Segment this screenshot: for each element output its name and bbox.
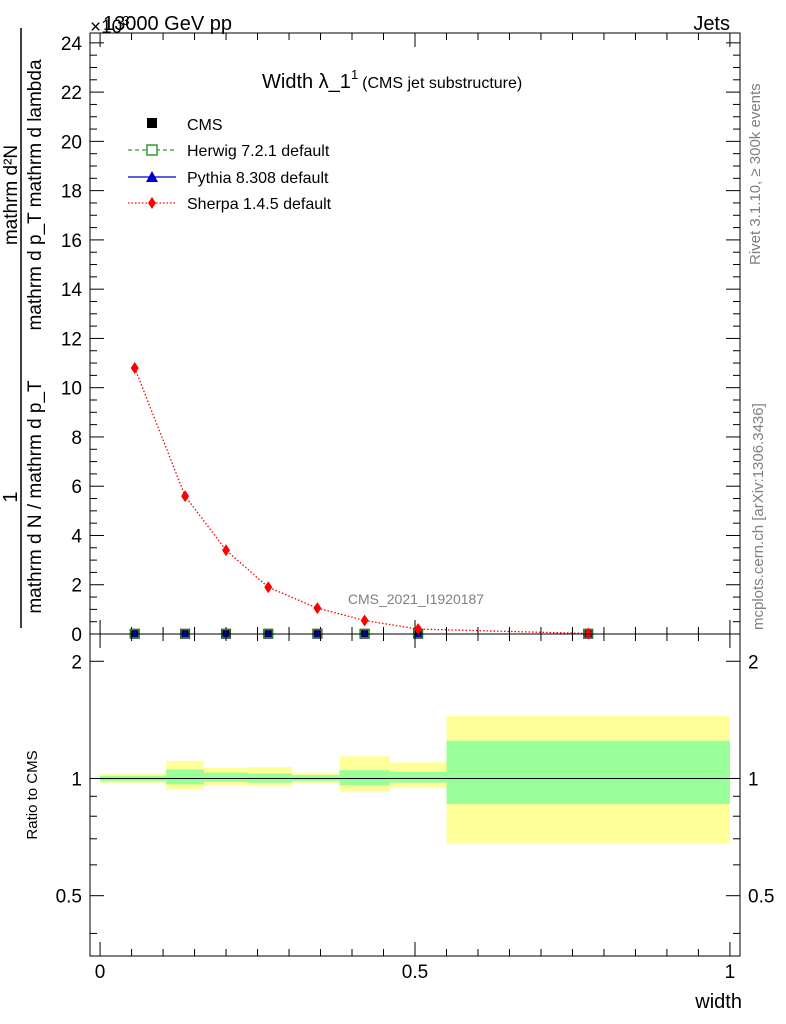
legend-herwig-marker — [146, 144, 158, 156]
main-ytick-label: 6 — [71, 477, 82, 498]
ratio-y-ticks: 0.5 0.5 1 1 2 2 — [56, 652, 774, 934]
ratio-ytick-label-right: 0.5 — [748, 887, 774, 908]
main-ytick-label: 16 — [61, 231, 82, 252]
main-x-ticks — [99, 33, 731, 634]
exponent-base: ×10 — [90, 17, 122, 38]
sherpa-line — [134, 367, 589, 635]
legend-herwig-label: Herwig 7.2.1 default — [187, 143, 330, 160]
category-label: Jets — [693, 13, 730, 35]
main-ytick-label: 22 — [61, 83, 82, 104]
plot-title: Width λ_11 (CMS jet substructure) — [262, 67, 522, 93]
main-ytick-label: 10 — [61, 379, 82, 400]
ylabel-num: 1 — [0, 491, 22, 502]
ylabel-den2: mathrm d p_T mathrm d lambda — [25, 59, 46, 330]
ratio-inner-band — [166, 769, 205, 785]
ratio-inner-band — [339, 770, 390, 786]
ratio-xtick-label: 1 — [725, 962, 736, 983]
exponent-power: 3 — [122, 13, 129, 28]
main-ytick-label: 18 — [61, 182, 82, 203]
main-ytick-label: 4 — [71, 526, 82, 547]
title-text: Width λ_1 — [262, 71, 351, 93]
legend-cms-marker — [147, 118, 157, 128]
ratio-frame — [89, 633, 741, 957]
rivet-label: Rivet 3.1.10, ≥ 300k events — [747, 83, 764, 265]
main-ytick-label: 0 — [71, 625, 82, 646]
legend-pythia-label: Pythia 8.308 default — [187, 170, 329, 187]
main-ytick-label: 14 — [61, 280, 83, 301]
ratio-xtick-label: 0 — [95, 962, 106, 983]
main-ytick-label: 24 — [61, 34, 83, 55]
title-note: (CMS jet substructure) — [362, 75, 522, 92]
ratio-inner-band — [446, 740, 730, 804]
ratio-bands — [100, 715, 730, 844]
main-ytick-label: 12 — [61, 329, 82, 350]
x-axis-label: width — [694, 991, 742, 1013]
sherpa-point — [313, 602, 322, 615]
watermark: CMS_2021_I1920187 — [348, 591, 484, 607]
sherpa-point — [222, 544, 231, 557]
ratio-xtick-label: 0.5 — [402, 962, 428, 983]
legend: CMS Herwig 7.2.1 default Pythia 8.308 de… — [128, 117, 332, 213]
pythia-point — [222, 629, 231, 637]
sherpa-point — [181, 490, 190, 503]
ylabel-den: mathrm d N / mathrm d p_T — [25, 380, 46, 614]
ratio-x-ticks: 0 0.5 1 — [95, 634, 735, 983]
ratio-ytick-label: 0.5 — [56, 887, 82, 908]
mcplots-label: mcplots.cern.ch [arXiv:1306.3436] — [750, 403, 767, 630]
sherpa-point — [360, 614, 369, 627]
legend-sherpa-label: Sherpa 1.4.5 default — [187, 196, 332, 213]
ylabel-num2: mathrm d²N — [1, 145, 22, 245]
ratio-ytick-label: 2 — [71, 652, 82, 673]
ratio-inner-band — [389, 771, 447, 783]
ratio-ytick-label: 1 — [71, 769, 82, 790]
sherpa-point — [414, 623, 423, 636]
main-y-label: 1 mathrm d N / mathrm d p_T mathrm d²N m… — [0, 28, 46, 628]
legend-cms-label: CMS — [187, 117, 223, 134]
legend-pythia-marker — [146, 171, 158, 182]
pythia-point — [313, 629, 322, 637]
ratio-y-label: Ratio to CMS — [24, 750, 41, 839]
pythia-point — [130, 629, 139, 637]
main-ytick-label: 2 — [71, 576, 82, 597]
sherpa-point — [264, 581, 273, 594]
main-ytick-label: 8 — [71, 428, 82, 449]
ratio-ytick-label-right: 2 — [748, 652, 759, 673]
sherpa-point — [130, 361, 139, 374]
pythia-point — [360, 629, 369, 637]
legend-sherpa-marker — [148, 197, 156, 209]
main-ytick-label: 20 — [61, 132, 82, 153]
title-sup: 1 — [351, 67, 358, 82]
ratio-inner-band — [204, 772, 249, 782]
pythia-point — [264, 629, 273, 637]
energy-label: 13000 GeV pp — [103, 13, 232, 35]
ratio-ytick-label-right: 1 — [748, 769, 759, 790]
pythia-point — [181, 629, 190, 637]
